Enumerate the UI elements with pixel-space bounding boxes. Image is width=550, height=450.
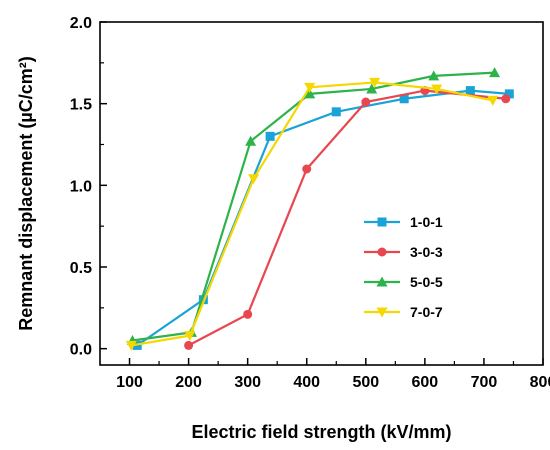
data-point bbox=[184, 340, 194, 350]
data-point bbox=[265, 131, 275, 141]
x-tick-label: 800 bbox=[530, 374, 550, 391]
x-tick-label: 200 bbox=[175, 374, 202, 391]
series-line bbox=[136, 89, 510, 347]
data-point bbox=[366, 83, 378, 94]
legend-entry: 5-0-5 bbox=[364, 274, 443, 290]
x-tick-label: 600 bbox=[412, 374, 439, 391]
data-point bbox=[431, 84, 443, 95]
series-7-0-7 bbox=[125, 77, 499, 351]
y-tick-label: 1.5 bbox=[70, 97, 92, 114]
legend: 1-0-1 3-0-3 5-0-5 7-0-7 bbox=[364, 214, 443, 320]
plot-area bbox=[99, 21, 544, 366]
series-line bbox=[188, 89, 506, 347]
data-point bbox=[243, 309, 253, 319]
legend-label: 1-0-1 bbox=[410, 214, 443, 230]
data-point bbox=[304, 82, 316, 93]
legend-label: 3-0-3 bbox=[410, 244, 443, 260]
legend-marker bbox=[376, 307, 388, 318]
legend-entry: 3-0-3 bbox=[364, 244, 443, 260]
data-point bbox=[125, 340, 137, 351]
data-point bbox=[504, 89, 514, 99]
data-point bbox=[465, 86, 475, 96]
legend-label: 7-0-7 bbox=[410, 304, 443, 320]
x-tick-label: 500 bbox=[352, 374, 379, 391]
y-tick-label: 1.0 bbox=[70, 178, 92, 195]
data-point bbox=[184, 331, 196, 342]
data-point bbox=[248, 174, 260, 185]
plot-frame bbox=[99, 21, 544, 366]
legend-marker bbox=[377, 217, 387, 227]
y-tick-label: 0.0 bbox=[70, 342, 92, 359]
data-point bbox=[489, 67, 501, 78]
series-3-0-3 bbox=[184, 86, 511, 350]
legend-entry: 1-0-1 bbox=[364, 214, 443, 230]
data-point bbox=[369, 77, 381, 88]
x-tick-label: 100 bbox=[116, 374, 143, 391]
series-5-0-5 bbox=[126, 67, 501, 345]
x-tick-label: 300 bbox=[234, 374, 261, 391]
legend-entry: 7-0-7 bbox=[364, 304, 443, 320]
legend-marker bbox=[377, 247, 387, 257]
y-tick-label: 2.0 bbox=[70, 15, 92, 32]
data-point bbox=[331, 107, 341, 117]
data-point bbox=[487, 95, 499, 106]
data-point bbox=[428, 70, 440, 81]
series-line bbox=[132, 71, 495, 342]
data-point bbox=[302, 164, 312, 174]
data-point bbox=[304, 88, 316, 99]
data-point bbox=[245, 135, 257, 146]
data-point bbox=[361, 97, 371, 107]
legend-label: 5-0-5 bbox=[410, 274, 443, 290]
data-point bbox=[501, 94, 511, 104]
y-axis-ticks: 0.0 0.5 1.0 1.5 2.0 bbox=[70, 15, 107, 359]
series-1-0-1 bbox=[132, 86, 514, 350]
x-tick-label: 400 bbox=[293, 374, 320, 391]
x-axis-title: Electric field strength (kV/mm) bbox=[191, 422, 451, 442]
data-point bbox=[399, 94, 409, 104]
x-tick-label: 700 bbox=[471, 374, 498, 391]
y-tick-label: 0.5 bbox=[70, 260, 92, 277]
y-axis-title: Remnant displacement (µC/cm²) bbox=[16, 56, 36, 330]
legend-marker bbox=[376, 276, 388, 287]
x-axis-ticks: 100 200 300 400 500 600 700 800 bbox=[116, 358, 550, 391]
